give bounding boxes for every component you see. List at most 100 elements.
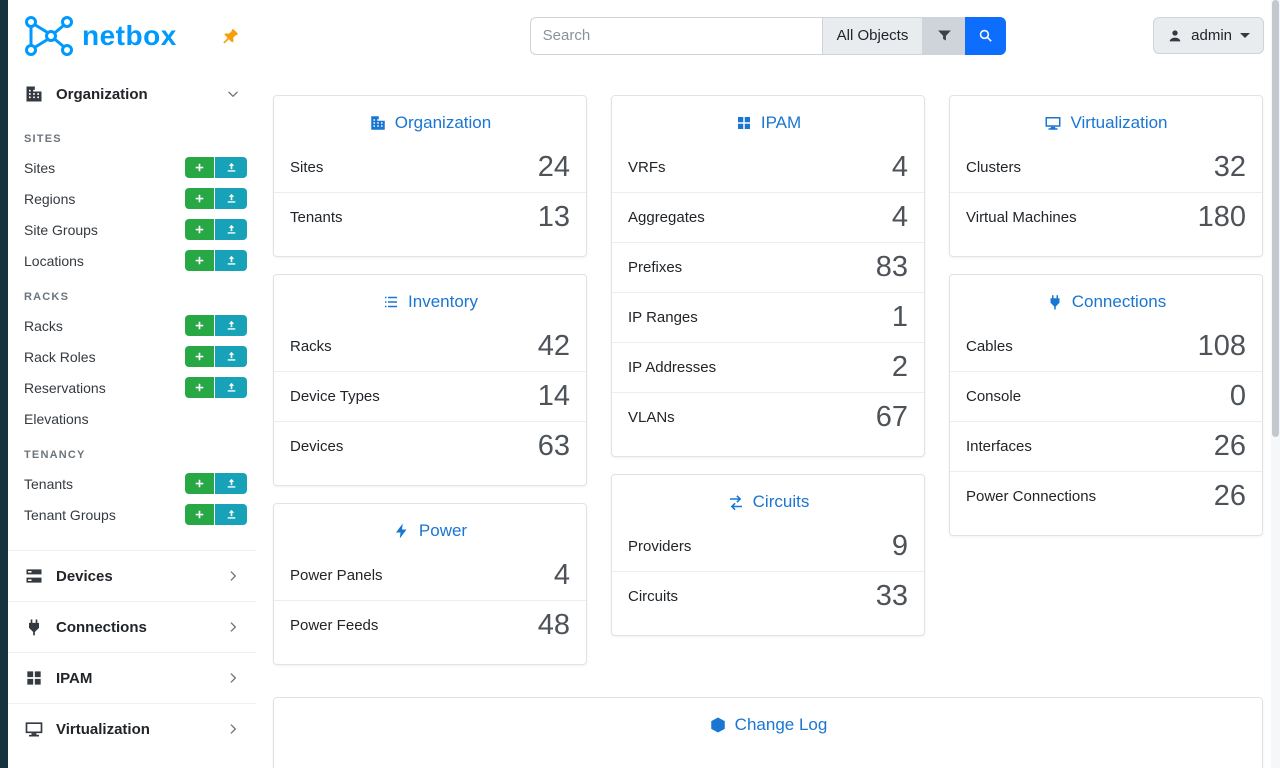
stat-row-cables[interactable]: Cables 108 [950,321,1262,371]
stat-label[interactable]: Prefixes [628,259,683,276]
stat-value[interactable]: 4 [891,201,908,233]
stat-value[interactable]: 14 [537,380,570,412]
stat-label[interactable]: Interfaces [966,438,1032,455]
stat-row-tenants[interactable]: Tenants 13 [274,192,586,242]
stat-label[interactable]: Racks [290,337,332,355]
add-button[interactable] [185,188,214,209]
stat-row-power-feeds[interactable]: Power Feeds 48 [274,600,586,650]
stat-value[interactable]: 26 [1213,430,1246,462]
stat-row-power-panels[interactable]: Power Panels 4 [274,550,586,600]
sidebar-link-rack-roles[interactable]: Rack Roles [24,348,96,365]
filter-button[interactable] [923,16,966,55]
card-title-link[interactable]: Virtualization [1070,113,1168,132]
stat-value[interactable]: 42 [537,329,570,362]
import-button[interactable] [215,250,247,271]
stat-value[interactable]: 26 [1213,480,1246,512]
import-button[interactable] [215,219,247,240]
search-button[interactable] [965,16,1007,55]
sidebar-item-connections[interactable]: Connections [8,601,256,652]
stat-value[interactable]: 83 [875,251,908,283]
add-button[interactable] [185,315,214,336]
sidebar-item-virtualization[interactable]: Virtualization [8,703,256,754]
stat-label[interactable]: IP Addresses [628,359,717,376]
stat-value[interactable]: 2 [891,351,908,383]
add-button[interactable] [185,504,214,525]
stat-row-vlans[interactable]: VLANs 67 [612,392,924,442]
netbox-home-link[interactable]: netbox [24,15,177,57]
stat-row-vrfs[interactable]: VRFs 4 [612,142,924,192]
stat-label[interactable]: Devices [290,438,344,455]
sidebar-item-ipam[interactable]: IPAM [8,652,256,703]
card-title-link[interactable]: Power [418,521,468,540]
stat-label[interactable]: Console [966,388,1022,405]
stat-value[interactable]: 24 [537,150,570,183]
stat-value[interactable]: 108 [1197,329,1246,362]
stat-label[interactable]: Aggregates [628,209,705,226]
card-title-link[interactable]: Organization [394,113,492,132]
page-scrollbar-thumb[interactable] [1272,0,1279,437]
stat-value[interactable]: 4 [553,558,570,591]
stat-value[interactable]: 1 [891,301,908,333]
object-type-dropdown[interactable]: All Objects [821,16,924,55]
stat-label[interactable]: Device Types [290,388,380,405]
stat-value[interactable]: 48 [537,609,570,641]
pin-sidebar-icon[interactable] [221,27,240,46]
stat-label[interactable]: Virtual Machines [966,209,1077,226]
card-title-link[interactable]: IPAM [760,113,802,132]
sidebar-link-sites[interactable]: Sites [24,159,56,176]
import-button[interactable] [215,315,247,336]
stat-label[interactable]: Circuits [628,588,679,605]
stat-value[interactable]: 180 [1197,201,1246,233]
sidebar-link-tenants[interactable]: Tenants [24,475,74,492]
stat-label[interactable]: Clusters [966,158,1022,176]
stat-row-console[interactable]: Console 0 [950,371,1262,421]
stat-row-racks[interactable]: Racks 42 [274,321,586,371]
card-title-link[interactable]: Circuits [752,492,810,511]
stat-row-prefixes[interactable]: Prefixes 83 [612,242,924,292]
stat-value[interactable]: 33 [875,580,908,612]
sidebar-link-regions[interactable]: Regions [24,190,76,207]
import-button[interactable] [215,346,247,367]
sidebar-link-site-groups[interactable]: Site Groups [24,221,98,238]
add-button[interactable] [185,219,214,240]
card-title-link[interactable]: Connections [1071,292,1167,311]
import-button[interactable] [215,377,247,398]
stat-label[interactable]: Sites [290,158,324,176]
stat-value[interactable]: 9 [891,529,908,562]
card-title-link[interactable]: Inventory [408,292,478,311]
stat-value[interactable]: 67 [875,401,908,433]
import-button[interactable] [215,473,247,494]
import-button[interactable] [215,157,247,178]
sidebar-link-locations[interactable]: Locations [24,252,84,269]
stat-row-device-types[interactable]: Device Types 14 [274,371,586,421]
stat-label[interactable]: Tenants [290,209,343,226]
add-button[interactable] [185,377,214,398]
stat-label[interactable]: Cables [966,337,1013,355]
stat-label[interactable]: VRFs [628,158,666,176]
stat-value[interactable]: 13 [537,201,570,233]
stat-value[interactable]: 32 [1213,150,1246,183]
stat-row-providers[interactable]: Providers 9 [612,521,924,571]
add-button[interactable] [185,473,214,494]
add-button[interactable] [185,346,214,367]
stat-value[interactable]: 63 [537,430,570,462]
sidebar-link-reservations[interactable]: Reservations [24,379,106,396]
import-button[interactable] [215,504,247,525]
card-title-link[interactable]: Change Log [734,715,828,734]
stat-row-clusters[interactable]: Clusters 32 [950,142,1262,192]
sidebar-item-devices[interactable]: Devices [8,550,256,601]
search-input[interactable] [529,16,822,55]
sidebar-link-tenant-groups[interactable]: Tenant Groups [24,506,116,523]
stat-row-ip-ranges[interactable]: IP Ranges 1 [612,292,924,342]
stat-label[interactable]: Providers [628,537,692,555]
user-menu-button[interactable]: admin [1153,17,1264,54]
stat-row-aggregates[interactable]: Aggregates 4 [612,192,924,242]
add-button[interactable] [185,157,214,178]
stat-label[interactable]: Power Panels [290,566,383,584]
stat-row-devices[interactable]: Devices 63 [274,421,586,471]
stat-label[interactable]: Power Connections [966,488,1097,505]
sidebar-item-organization[interactable]: Organization [8,70,256,118]
stat-row-sites[interactable]: Sites 24 [274,142,586,192]
stat-value[interactable]: 0 [1229,380,1246,412]
stat-label[interactable]: Power Feeds [290,617,379,634]
